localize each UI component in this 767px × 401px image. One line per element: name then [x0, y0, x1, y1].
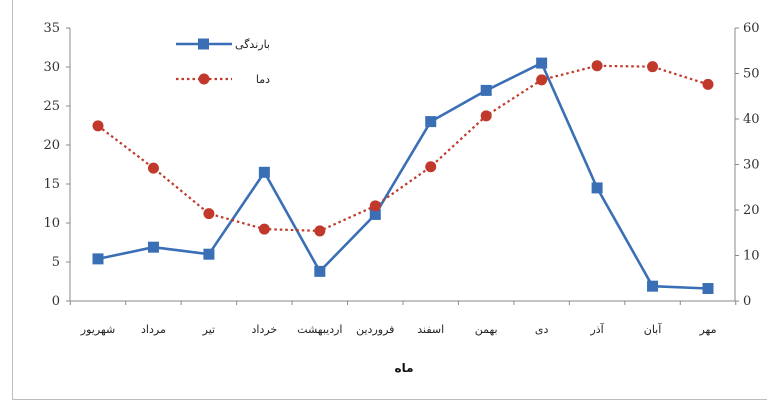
x-tick-label: آبان: [644, 322, 662, 336]
data-point-circle: [314, 225, 326, 237]
y-left-tick-label: 15: [43, 177, 60, 192]
y-right-tick-label: 30: [743, 158, 760, 173]
chart-border: [12, 0, 767, 400]
y-right-tick-label: 0: [743, 294, 751, 309]
x-tick-label: اردیبهشت: [297, 323, 342, 336]
data-point-circle: [92, 120, 104, 132]
data-point-circle: [702, 78, 714, 90]
data-point-square: [425, 116, 437, 128]
x-tick-label: خرداد: [251, 323, 277, 336]
x-tick-label: شهریور: [80, 323, 115, 336]
y-left-tick-label: 5: [52, 255, 60, 270]
x-tick-label: اسفند: [417, 323, 444, 336]
y-right-tick-label: 60: [743, 21, 760, 36]
data-point-circle: [536, 74, 548, 86]
x-tick-label: فروردین: [356, 323, 394, 336]
data-point-circle: [480, 110, 492, 122]
data-point-square: [702, 283, 714, 295]
chart-marks: [92, 57, 714, 295]
data-point-square: [147, 241, 159, 253]
data-point-square: [536, 57, 548, 69]
y-right-tick-label: 10: [743, 249, 760, 264]
data-point-square: [314, 265, 326, 277]
data-point-circle: [425, 161, 437, 173]
y-left-tick-label: 10: [43, 216, 60, 231]
x-axis-title: ماه: [394, 361, 413, 375]
legend-label-1: بارندگی: [235, 38, 270, 51]
data-point-square: [92, 253, 104, 265]
chart-axes: 0 5 10 15 20 25 30 35 0 10 20 30 40 50 60 شهریور مرداد تی…: [43, 21, 759, 336]
data-point-circle: [258, 223, 270, 235]
x-tick-label: دی: [535, 323, 549, 336]
x-tick-label: مرداد: [141, 323, 166, 336]
y-left-tick-label: 35: [43, 21, 60, 36]
data-point-square: [480, 84, 492, 96]
y-left-tick-label: 0: [52, 294, 60, 309]
y-left-tick-label: 20: [43, 138, 60, 153]
legend-label-2: دما: [256, 73, 270, 86]
legend-marker-square: [198, 38, 209, 50]
x-tick-label: تیر: [202, 323, 215, 336]
data-point-circle: [203, 208, 215, 220]
data-point-square: [369, 208, 381, 220]
series-line-2: [97, 64, 709, 232]
y-left-tick-label: 30: [43, 60, 60, 75]
x-tick-label: مهر: [698, 323, 716, 336]
chart-legend: بارندگی دما: [176, 38, 270, 86]
data-point-circle: [369, 200, 381, 212]
data-point-square: [647, 280, 659, 292]
y-left-tick-label: 25: [43, 99, 60, 114]
series-line-1: [97, 61, 709, 290]
y-right-tick-label: 20: [743, 203, 760, 218]
data-point-square: [258, 166, 270, 178]
y-right-tick-label: 40: [743, 112, 760, 127]
x-tick-label: بهمن: [475, 323, 498, 336]
data-point-circle: [591, 60, 603, 72]
data-point-circle: [147, 162, 159, 174]
legend-marker-circle: [198, 73, 210, 85]
x-tick-label: آذر: [589, 322, 604, 336]
data-point-square: [203, 248, 215, 260]
y-right-tick-label: 50: [743, 67, 760, 82]
data-point-square: [591, 182, 603, 194]
data-point-circle: [647, 61, 659, 73]
